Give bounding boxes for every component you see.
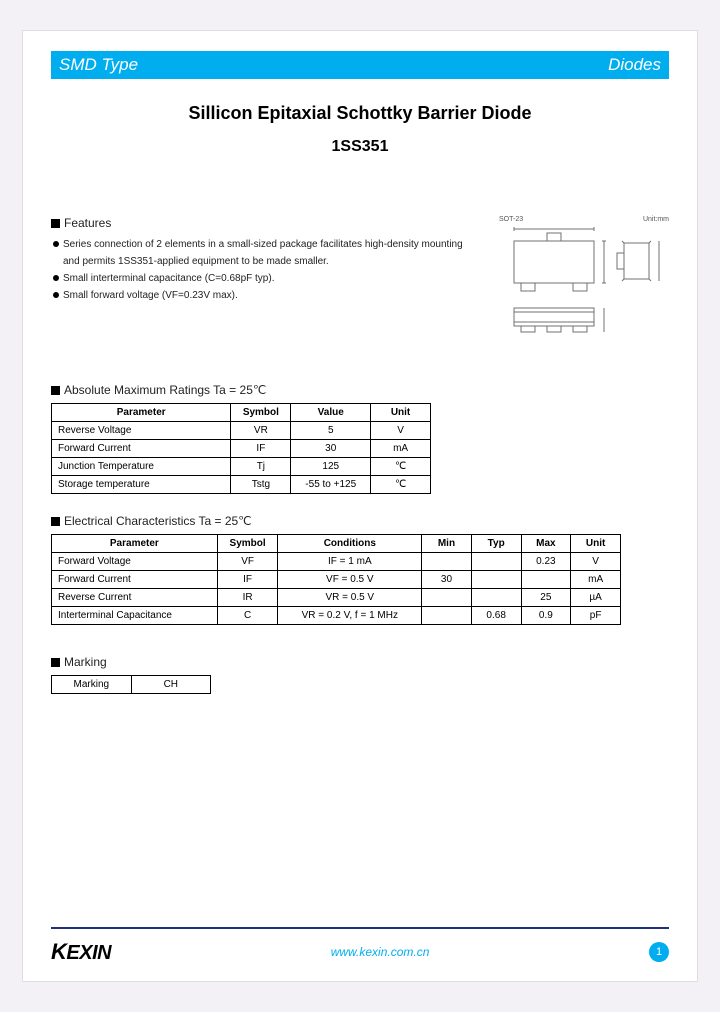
datasheet-page: SMD Type Diodes Sillicon Epitaxial Schot…: [22, 30, 698, 982]
table-row: Forward VoltageVFIF = 1 mA0.23V: [52, 553, 621, 571]
table-row: Marking CH: [52, 676, 211, 694]
marking-heading: Marking: [51, 655, 669, 669]
package-outline-icon: [499, 223, 669, 353]
package-diagram: SOT-23 Unit:mm: [499, 216, 669, 353]
table-row: Junction TemperatureTj125℃: [52, 458, 431, 476]
features-row: Features Series connection of 2 elements…: [51, 216, 669, 353]
bullet-icon: [53, 292, 59, 298]
company-url: www.kexin.com.cn: [331, 945, 430, 959]
feature-item: Small forward voltage (VF=0.23V max).: [53, 287, 479, 304]
features-block: Features Series connection of 2 elements…: [51, 216, 479, 304]
square-bullet-icon: [51, 658, 60, 667]
banner-right: Diodes: [608, 55, 661, 75]
header-banner: SMD Type Diodes: [51, 51, 669, 79]
bullet-icon: [53, 275, 59, 281]
features-heading-text: Features: [64, 216, 111, 230]
abs-max-heading: Absolute Maximum Ratings Ta = 25℃: [51, 383, 669, 397]
table-row: Storage temperatureTstg-55 to +125℃: [52, 476, 431, 494]
pkg-unit: Unit:mm: [643, 216, 669, 223]
elec-section: Electrical Characteristics Ta = 25℃ Para…: [51, 514, 669, 625]
marking-section: Marking Marking CH: [51, 655, 669, 694]
abs-max-section: Absolute Maximum Ratings Ta = 25℃ Parame…: [51, 383, 669, 494]
features-heading: Features: [51, 216, 479, 230]
page-number-badge: 1: [649, 942, 669, 962]
elec-heading: Electrical Characteristics Ta = 25℃: [51, 514, 669, 528]
marking-table: Marking CH: [51, 675, 211, 694]
bullet-icon: [53, 241, 59, 247]
table-row: Interterminal CapacitanceCVR = 0.2 V, f …: [52, 607, 621, 625]
square-bullet-icon: [51, 517, 60, 526]
features-list: Series connection of 2 elements in a sma…: [51, 236, 479, 304]
page-footer: KEXIN www.kexin.com.cn 1: [51, 927, 669, 965]
footer-divider: [51, 927, 669, 929]
table-row: Forward CurrentIFVF = 0.5 V30mA: [52, 571, 621, 589]
table-header-row: Parameter Symbol Value Unit: [52, 404, 431, 422]
feature-item: Small interterminal capacitance (C=0.68p…: [53, 270, 479, 287]
company-logo: KEXIN: [51, 939, 111, 965]
product-title: Sillicon Epitaxial Schottky Barrier Diod…: [51, 103, 669, 124]
table-row: Reverse CurrentIRVR = 0.5 V25µA: [52, 589, 621, 607]
table-row: Reverse VoltageVR5V: [52, 422, 431, 440]
pkg-label: SOT-23: [499, 216, 523, 223]
banner-left: SMD Type: [59, 55, 138, 75]
part-number: 1SS351: [51, 138, 669, 156]
table-row: Forward CurrentIF30mA: [52, 440, 431, 458]
feature-item: Series connection of 2 elements in a sma…: [53, 236, 479, 270]
elec-table: Parameter Symbol Conditions Min Typ Max …: [51, 534, 621, 625]
table-header-row: Parameter Symbol Conditions Min Typ Max …: [52, 535, 621, 553]
square-bullet-icon: [51, 386, 60, 395]
abs-max-table: Parameter Symbol Value Unit Reverse Volt…: [51, 403, 431, 494]
square-bullet-icon: [51, 219, 60, 228]
